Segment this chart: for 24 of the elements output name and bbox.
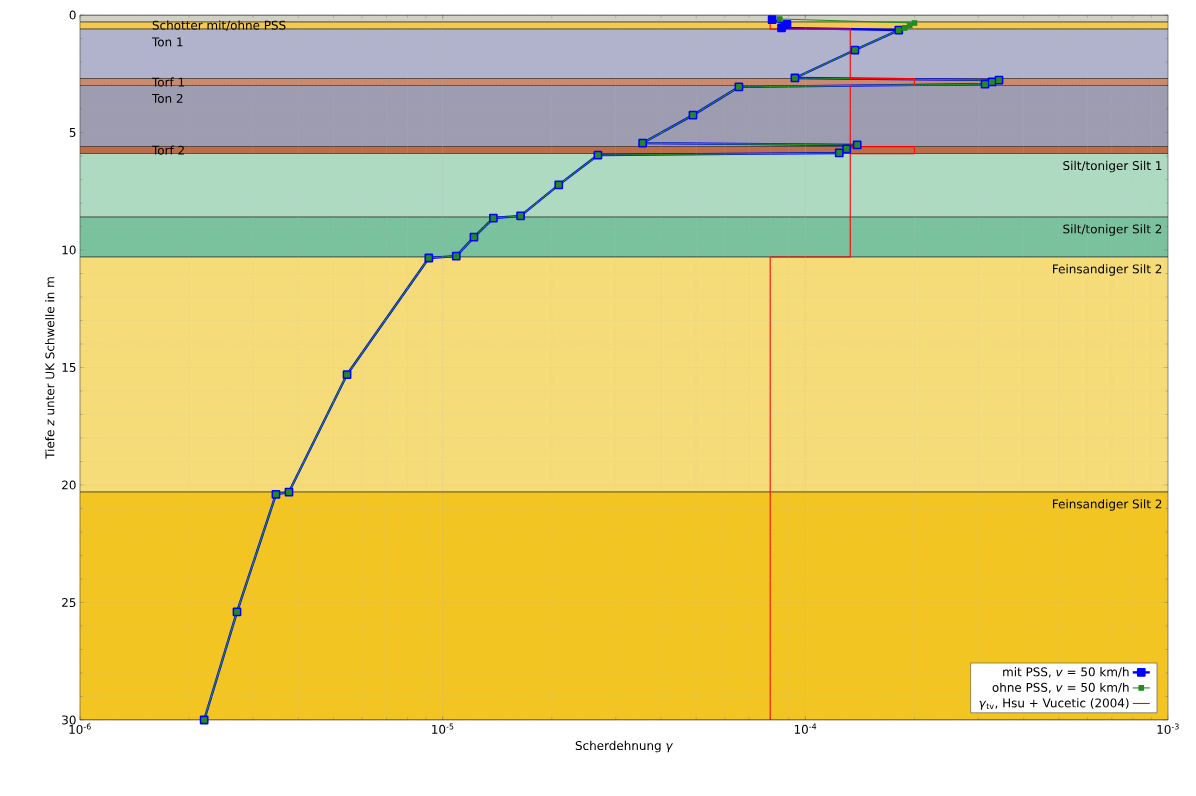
band-label: Silt/toniger Silt 2 (1063, 224, 1162, 236)
legend-label: ohne PSS, v = 50 km/h (992, 682, 1129, 694)
x-tick-label: 10$^{-3}$ (1157, 723, 1179, 734)
band-label: Silt/toniger Silt 1 (1063, 160, 1162, 173)
band-label: Torf 2 (151, 145, 184, 155)
band-label: Feinsandiger Silt 2 (1053, 499, 1162, 511)
legend-label: γ$_{tv}$, Hsu + Vucetic (2004) (979, 698, 1129, 710)
y-tick-label: 30 (62, 715, 76, 725)
band-label: Ton 2 (151, 93, 183, 103)
x-axis-title: Scherdehnung γ (575, 740, 674, 753)
x-tick-label: 10$^{-4}$ (794, 723, 817, 734)
band-label: Schotter mit/ohne PSS (152, 20, 286, 31)
y-tick-label: 20 (62, 480, 76, 490)
y-tick-label: 15 (62, 363, 76, 372)
band-label: Ton 1 (151, 37, 183, 47)
band-label: Torf 1 (151, 77, 184, 87)
legend-label: mit PSS, v = 50 km/h (1003, 667, 1129, 678)
x-tick-label: 10$^{-5}$ (432, 723, 454, 734)
y-axis-title: Tiefe z unter UK Schwelle in m (45, 277, 55, 459)
y-tick-label: 0 (69, 10, 76, 20)
band-label: Feinsandiger Silt 2 (1053, 264, 1162, 276)
y-tick-label: 10 (62, 245, 76, 255)
y-tick-label: 5 (69, 128, 76, 137)
y-tick-label: 25 (62, 597, 76, 608)
